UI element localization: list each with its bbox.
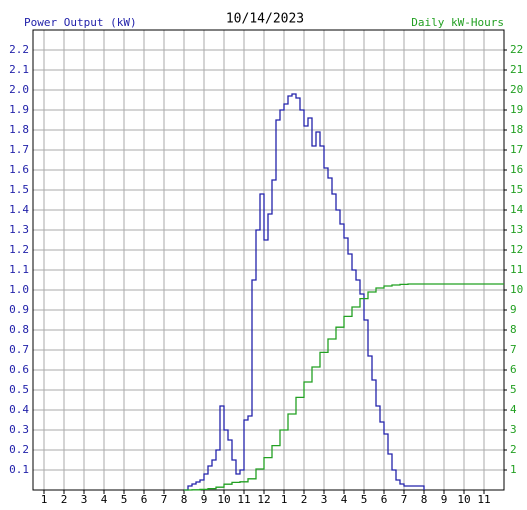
x-tick-label: 10 (457, 493, 470, 506)
y-tick-label: 1.1 (9, 263, 29, 276)
y-tick-label: 1.5 (9, 183, 29, 196)
chart-title: 10/14/2023 (226, 12, 304, 27)
x-tick-label: 8 (181, 493, 188, 506)
y-tick-label: 1.6 (9, 163, 29, 176)
y2-tick-label: 9 (510, 303, 517, 316)
y2-tick-label: 13 (510, 223, 523, 236)
y2-tick-label: 2 (510, 443, 517, 456)
y-tick-label: 1.4 (9, 203, 29, 216)
x-tick-label: 10 (217, 493, 230, 506)
y2-tick-label: 7 (510, 343, 517, 356)
y-tick-label: 0.5 (9, 383, 29, 396)
x-tick-label: 3 (321, 493, 328, 506)
y-tick-label: 1.2 (9, 243, 29, 256)
y2-tick-label: 1 (510, 463, 517, 476)
y-tick-label: 0.4 (9, 403, 29, 416)
y2-tick-label: 21 (510, 63, 523, 76)
y-tick-label: 0.1 (9, 463, 29, 476)
x-tick-label: 5 (121, 493, 128, 506)
y-tick-label: 1.8 (9, 123, 29, 136)
y-tick-label: 2.0 (9, 83, 29, 96)
y2-tick-label: 17 (510, 143, 523, 156)
series-line (184, 283, 504, 491)
y-tick-label: 2.1 (9, 63, 29, 76)
x-tick-label: 9 (201, 493, 208, 506)
y2-tick-label: 8 (510, 323, 517, 336)
x-tick-label: 3 (81, 493, 88, 506)
x-tick-label: 4 (341, 493, 348, 506)
y-tick-label: 0.8 (9, 323, 29, 336)
y2-tick-label: 15 (510, 183, 523, 196)
y2-tick-label: 19 (510, 103, 523, 116)
x-tick-label: 8 (421, 493, 428, 506)
y-tick-label: 2.2 (9, 43, 29, 56)
x-tick-label: 11 (477, 493, 490, 506)
y-tick-label: 0.6 (9, 363, 29, 376)
y-tick-label: 0.7 (9, 343, 29, 356)
x-tick-label: 7 (161, 493, 168, 506)
y-tick-label: 0.2 (9, 443, 29, 456)
series-line (184, 93, 425, 491)
x-tick-label: 6 (381, 493, 388, 506)
y2-tick-label: 11 (510, 263, 523, 276)
y2-tick-label: 6 (510, 363, 517, 376)
y-axis-label: Power Output (kW) (24, 16, 137, 29)
x-tick-label: 11 (237, 493, 250, 506)
x-tick-label: 2 (61, 493, 68, 506)
y2-tick-label: 4 (510, 403, 517, 416)
x-tick-label: 12 (257, 493, 270, 506)
y-tick-label: 1.3 (9, 223, 29, 236)
y2-tick-label: 20 (510, 83, 523, 96)
y-tick-label: 0.9 (9, 303, 29, 316)
x-tick-label: 7 (401, 493, 408, 506)
y2-tick-label: 16 (510, 163, 523, 176)
x-tick-label: 9 (441, 493, 448, 506)
y-tick-label: 0.3 (9, 423, 29, 436)
y2-tick-label: 12 (510, 243, 523, 256)
y2-axis-label: Daily kW-Hours (411, 16, 504, 29)
x-tick-label: 1 (281, 493, 288, 506)
x-tick-label: 4 (101, 493, 108, 506)
y-tick-label: 1.9 (9, 103, 29, 116)
y2-tick-label: 14 (510, 203, 524, 216)
y2-tick-label: 10 (510, 283, 523, 296)
x-tick-label: 1 (41, 493, 48, 506)
x-tick-label: 5 (361, 493, 368, 506)
y-tick-label: 1.0 (9, 283, 29, 296)
y2-tick-label: 3 (510, 423, 517, 436)
y2-tick-label: 18 (510, 123, 523, 136)
y2-tick-label: 22 (510, 43, 523, 56)
y2-tick-label: 5 (510, 383, 517, 396)
y-tick-label: 1.7 (9, 143, 29, 156)
x-tick-label: 2 (301, 493, 308, 506)
plot-frame (32, 29, 505, 491)
x-tick-label: 6 (141, 493, 148, 506)
